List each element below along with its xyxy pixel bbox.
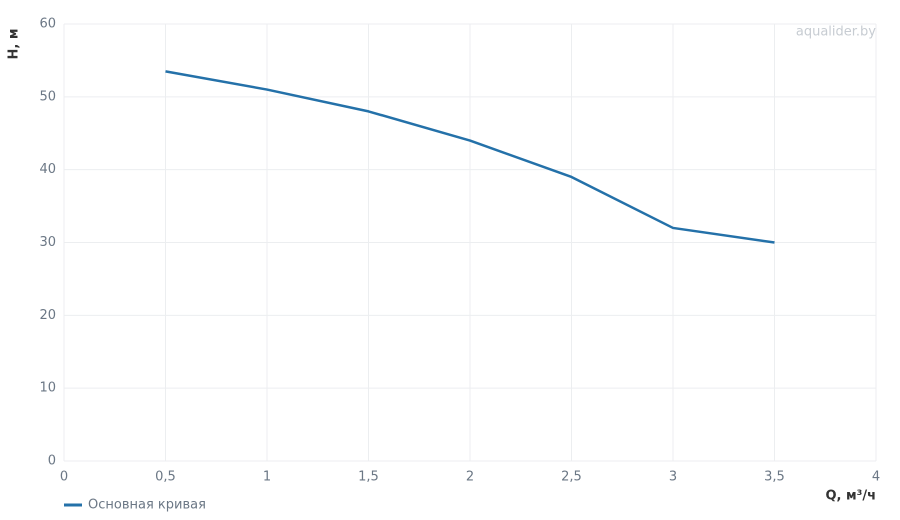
- y-axis-title: H, м: [7, 29, 22, 60]
- x-tick-label: 0: [60, 470, 68, 485]
- y-tick-label: 10: [39, 381, 56, 396]
- x-tick-label: 1,5: [358, 470, 379, 485]
- x-tick-label: 2: [466, 470, 474, 485]
- y-tick-label: 20: [39, 308, 56, 323]
- y-tick-label: 30: [39, 235, 56, 250]
- x-tick-label: 2,5: [561, 470, 582, 485]
- x-tick-label: 1: [263, 470, 271, 485]
- x-tick-label: 4: [872, 470, 880, 485]
- x-axis-title: Q, м³/ч: [825, 489, 876, 504]
- y-tick-label: 50: [39, 89, 56, 104]
- legend-label: Основная кривая: [88, 498, 206, 513]
- x-tick-label: 0,5: [155, 470, 176, 485]
- y-tick-label: 40: [39, 162, 56, 177]
- series-line: [165, 70, 775, 244]
- y-tick-label: 0: [48, 454, 56, 469]
- x-tick-label: 3: [669, 470, 677, 485]
- watermark: aqualider.by: [796, 25, 876, 40]
- x-tick-label: 3,5: [764, 470, 785, 485]
- y-tick-label: 60: [39, 17, 56, 32]
